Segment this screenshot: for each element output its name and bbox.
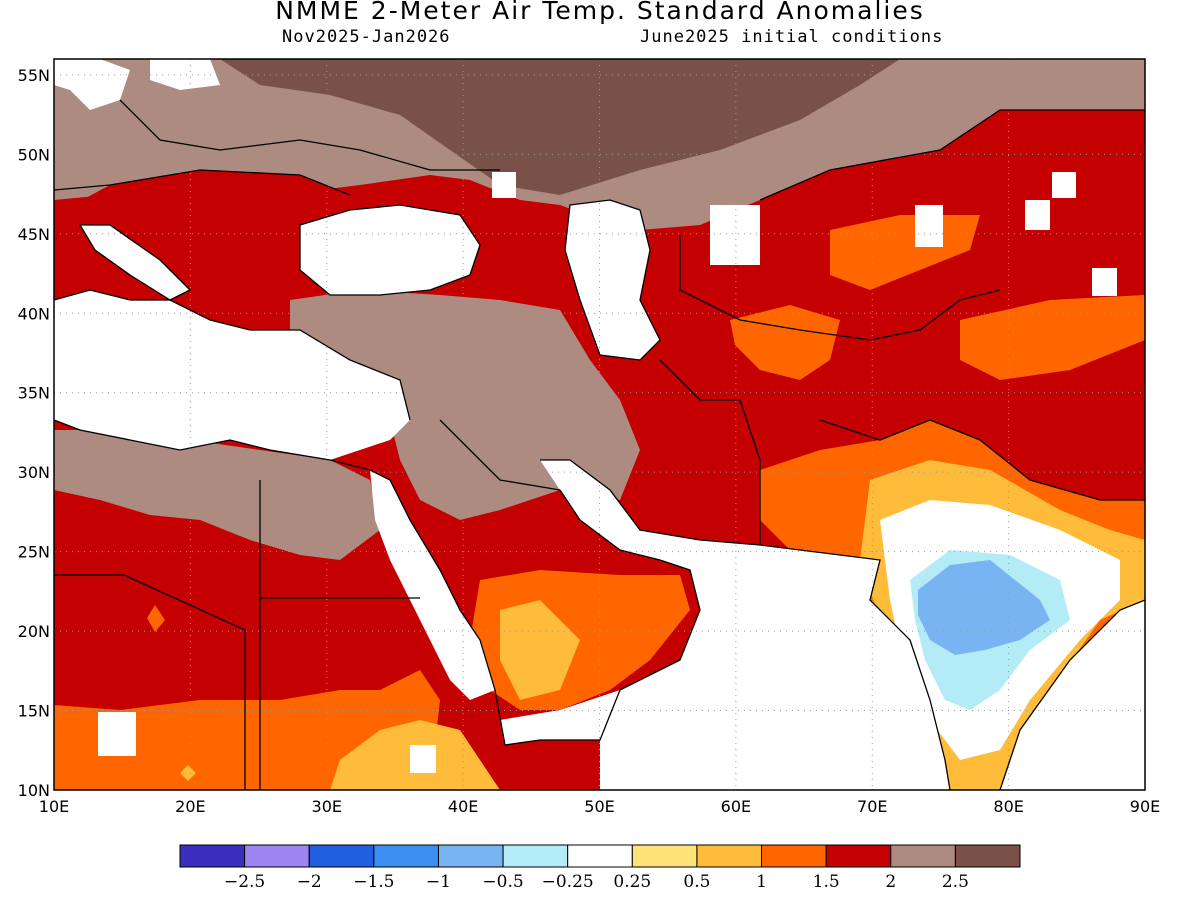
north-africa-red-sea-coast <box>54 419 506 746</box>
colorbar-swatch <box>567 844 633 868</box>
latitude-axis: 55N 50N 45N 40N 35N 30N 25N 20N 15N 10N <box>18 66 50 800</box>
colorbar-label: 0.25 <box>613 872 651 892</box>
chad-border <box>123 574 246 790</box>
initial-conditions: June2025 initial conditions <box>640 27 944 47</box>
anomaly-field <box>54 59 1145 790</box>
colorbar-labels: −2.5 −2 −1.5 −1 −0.5 −0.25 0.25 0.5 1 1.5 2 2.5 <box>224 872 969 892</box>
adriatic-sea <box>80 225 190 300</box>
colorbar-label: −0.5 <box>482 872 523 892</box>
anomaly-region-1.5-2-turkmenistan <box>730 305 840 380</box>
colorbar-swatch <box>502 844 569 868</box>
black-sea <box>300 205 480 295</box>
saudi-north-border <box>439 419 561 491</box>
colorbar <box>179 844 1021 868</box>
arabian-sea-coast <box>540 459 951 790</box>
lon-tick-label: 90E <box>1130 797 1160 816</box>
no-data-patch <box>1025 200 1050 230</box>
no-data-patch <box>1092 268 1117 296</box>
central-europe-borders <box>54 169 351 196</box>
colorbar-label: −2.5 <box>224 872 265 892</box>
europe-borders <box>119 99 500 171</box>
iran-east-border <box>659 359 761 545</box>
lon-tick-label: 10E <box>39 797 69 816</box>
map-frame <box>53 58 1146 791</box>
lake-tana <box>410 745 436 773</box>
lat-tick-label: 40N <box>18 304 50 323</box>
colorbar-swatch <box>890 844 956 868</box>
no-data-patch <box>1052 172 1076 198</box>
anomaly-patch <box>147 605 165 632</box>
lat-tick-label: 15N <box>18 702 50 721</box>
lake-chad <box>98 712 136 756</box>
lat-tick-label: 10N <box>18 781 50 800</box>
russia-kazakhstan-border <box>759 109 1145 201</box>
colorbar-label: −1 <box>426 872 451 892</box>
lon-tick-label: 40E <box>448 797 478 816</box>
anomaly-region-gt2-balkans <box>54 170 350 310</box>
map-title: NMME 2-Meter Air Temp. Standard Anomalie… <box>275 0 925 25</box>
anomaly-patch <box>180 765 196 781</box>
anomaly-region-minus1-india <box>918 560 1050 655</box>
lat-tick-label: 55N <box>18 66 50 85</box>
colorbar-swatch <box>244 844 310 868</box>
lon-tick-label: 20E <box>175 797 205 816</box>
himalaya-border <box>819 419 1145 501</box>
lat-tick-label: 30N <box>18 463 50 482</box>
anomaly-region-1.5-2-tibet <box>960 295 1145 380</box>
colorbar-swatch <box>761 844 827 868</box>
colorbar-swatch <box>437 844 504 868</box>
longitude-axis: 10E 20E 30E 40E 50E 60E 70E 80E 90E <box>39 797 1160 816</box>
arabia-south-coast <box>504 489 701 746</box>
forecast-period: Nov2025-Jan2026 <box>282 27 451 47</box>
colorbar-swatch <box>954 844 1021 868</box>
anomaly-region-gt2.5-russia <box>220 59 900 195</box>
lon-tick-label: 80E <box>993 797 1023 816</box>
black-sea-coast <box>299 204 481 296</box>
red-sea <box>370 470 495 700</box>
colorbar-label: 2.5 <box>942 872 969 892</box>
no-data-patch <box>492 172 516 198</box>
lat-tick-label: 45N <box>18 225 50 244</box>
colorbar-label: −1.5 <box>353 872 394 892</box>
bay-of-bengal-coast <box>999 599 1145 790</box>
lat-tick-label: 50N <box>18 145 50 164</box>
bay-of-bengal <box>1000 600 1145 790</box>
lake-balkhash-aral <box>710 205 760 265</box>
colorbar-swatch <box>373 844 439 868</box>
lon-tick-label: 30E <box>312 797 342 816</box>
colorbar-label: 2 <box>885 872 896 892</box>
anomaly-region-2-2.5-sahara <box>54 430 380 560</box>
mediterranean-sea <box>54 290 410 460</box>
colorbar-label: −0.25 <box>542 872 594 892</box>
lon-tick-label: 70E <box>857 797 887 816</box>
mediterranean-north-coast <box>54 289 411 421</box>
lat-tick-label: 35N <box>18 384 50 403</box>
colorbar-swatch <box>631 844 698 868</box>
lat-tick-label: 20N <box>18 622 50 641</box>
colorbar-swatch <box>825 844 892 868</box>
anomaly-region-1-1.5-arabia <box>500 600 580 700</box>
caspian-sea <box>565 200 660 360</box>
colorbar-swatch <box>696 844 763 868</box>
caspian-coast <box>564 199 661 361</box>
no-data-patch <box>915 205 943 247</box>
italy-coast <box>78 224 192 301</box>
central-asia-borders <box>679 235 1001 341</box>
lon-tick-label: 60E <box>721 797 751 816</box>
colorbar-swatch <box>308 844 375 868</box>
baltic-sea <box>54 59 130 110</box>
colorbar-label: 0.5 <box>683 872 710 892</box>
coastlines-and-borders <box>54 99 1145 790</box>
colorbar-label: 1.5 <box>813 872 840 892</box>
no-data-patch <box>150 59 220 90</box>
lat-tick-label: 25N <box>18 543 50 562</box>
colorbar-label: −2 <box>297 872 322 892</box>
colorbar-label: 1 <box>756 872 767 892</box>
colorbar-swatch <box>179 844 246 868</box>
lon-tick-label: 50E <box>584 797 614 816</box>
